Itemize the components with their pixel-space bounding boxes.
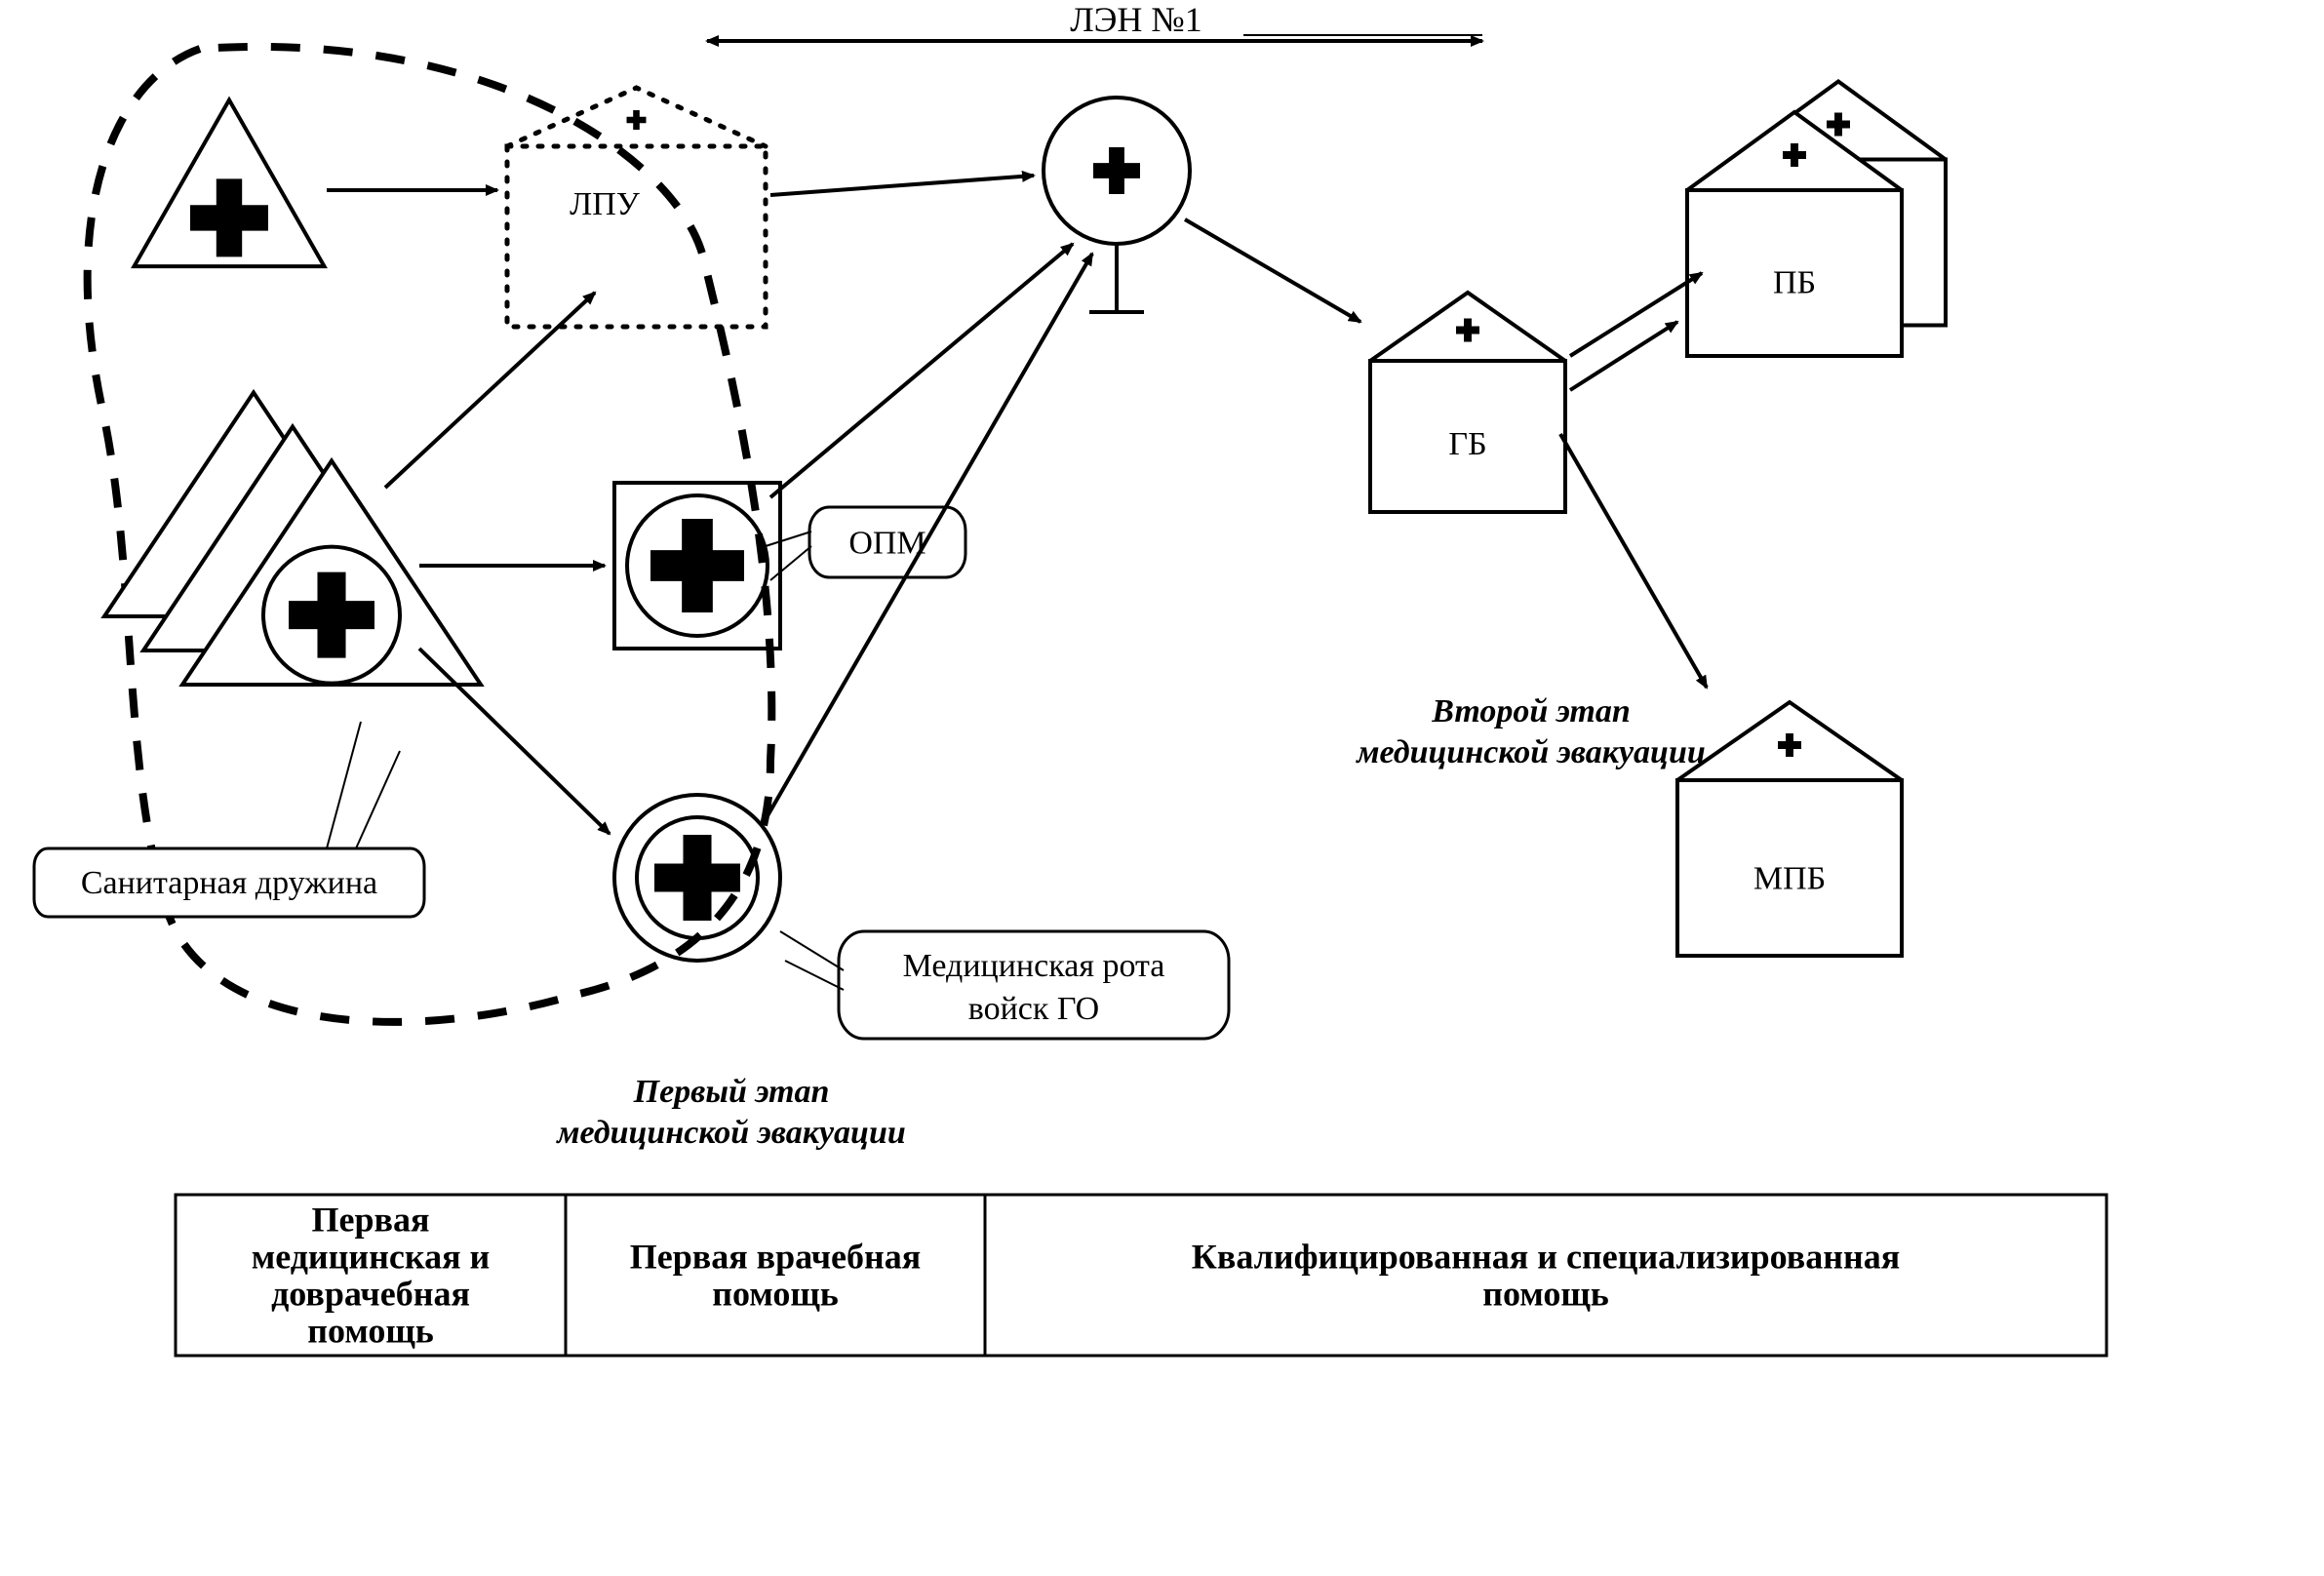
medical-cross-icon	[1778, 733, 1801, 757]
stage1-l1: Первый этап	[633, 1074, 830, 1110]
stage2-l1: Второй этап	[1431, 693, 1631, 729]
medrota-callout-l1: Медицинская рота	[903, 948, 1165, 984]
san-druzhina-ptr1	[327, 722, 361, 848]
gb-to-mpb	[1560, 434, 1707, 688]
opm-callout-label: ОПМ	[848, 526, 926, 562]
dest-to-gb	[1185, 219, 1360, 322]
legend-cell-0-1: медицинская и	[252, 1238, 491, 1277]
medical-cross-icon	[1093, 147, 1140, 194]
lpu-label: ЛПУ	[570, 186, 641, 222]
stage1-l2: медицинской эвакуации	[555, 1115, 906, 1151]
lpu-to-dest	[770, 176, 1034, 195]
medrota-ptr1	[780, 931, 844, 970]
legend-cell-0-0: Первая	[312, 1201, 430, 1240]
stage2-l2: медицинской эвакуации	[1355, 734, 1706, 770]
house-label: ГБ	[1448, 426, 1486, 462]
medrota-callout-l2: войск ГО	[968, 991, 1100, 1027]
legend-cell-2-1: помощь	[1482, 1275, 1609, 1314]
lpu-body	[507, 146, 766, 327]
medical-cross-icon	[1456, 319, 1479, 342]
medical-cross-icon	[190, 178, 268, 256]
san-druzhina-ptr2	[356, 751, 400, 848]
gb-to-pb	[1570, 273, 1702, 356]
house-label: МПБ	[1753, 861, 1826, 897]
opm-to-dest	[770, 244, 1073, 497]
medical-cross-icon	[650, 519, 744, 612]
medical-cross-icon	[627, 110, 647, 130]
legend-cell-1-0: Первая врачебная	[630, 1238, 921, 1277]
len-header-label: ЛЭН №1	[1070, 0, 1202, 39]
legend-cell-2-0: Квалифицированная и специализированная	[1192, 1238, 1900, 1277]
legend-cell-0-2: доврачебная	[271, 1275, 470, 1314]
stack-to-lpu	[385, 293, 595, 488]
legend-cell-0-3: помощь	[307, 1312, 434, 1351]
opm-ptr1	[766, 532, 811, 546]
san-druzhina-label: Санитарная дружина	[81, 865, 377, 901]
house-label: ПБ	[1773, 264, 1816, 300]
gb-to-pb2	[1570, 322, 1677, 390]
stack-to-medrota	[419, 649, 610, 834]
opm-ptr2	[770, 546, 811, 580]
legend-cell-1-1: помощь	[712, 1275, 839, 1314]
medical-cross-icon	[1827, 113, 1850, 137]
